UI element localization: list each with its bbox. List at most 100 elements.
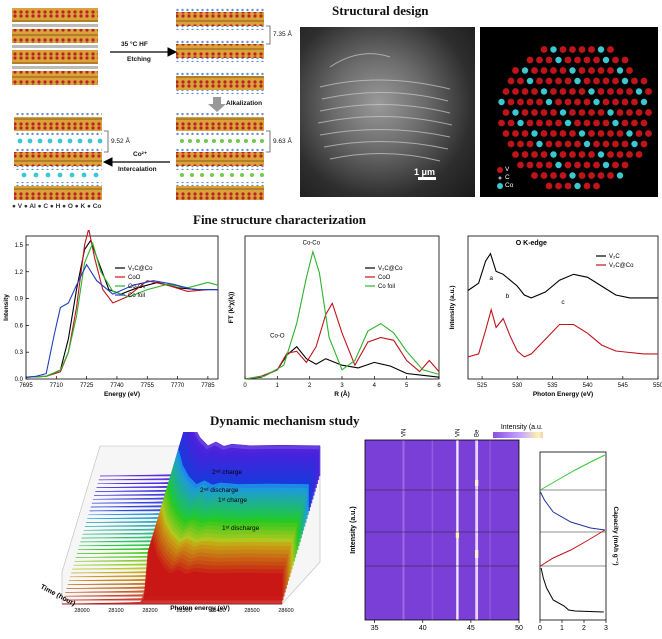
x-tick-label: 7770 [171, 383, 185, 389]
v-atom [564, 98, 572, 106]
heatmap-hotspot-2 [475, 480, 479, 486]
v-atom [555, 77, 562, 85]
x-tick-label: 7710 [50, 383, 64, 389]
annot-1st-discharge: 1ˢᵗ discharge [222, 525, 260, 532]
v-atom [507, 140, 515, 148]
co-atom [555, 56, 562, 64]
okedge-chart: 525 530 535 540 545 550 Photon Energy (eV) Inte… [449, 235, 662, 398]
v-atom [536, 119, 543, 127]
legend-label: V₂C@Co [378, 266, 403, 272]
x-tick-label: 28300 [176, 608, 191, 612]
v-atom [612, 161, 619, 169]
peak-c: c [561, 299, 565, 306]
curve-2nd-charge [540, 454, 606, 491]
co-atom [569, 67, 576, 74]
x-tick-label: 525 [477, 383, 488, 389]
v-atom [540, 109, 548, 116]
v-atom [545, 182, 553, 190]
x-tick-label: 530 [512, 383, 523, 389]
y-axis-label: Intensity [3, 294, 10, 321]
plot-frame [467, 235, 659, 380]
legend-label: CoO [128, 275, 141, 281]
x-tick-label: 5 [405, 383, 409, 389]
mxene-schematic [12, 8, 271, 200]
heatmap-bg [365, 440, 519, 620]
annotation-co-co: Co-Co [303, 240, 321, 246]
v-atom [597, 172, 605, 179]
spacing-label-3: 9.52 Å [111, 138, 130, 145]
v-atom [512, 151, 519, 158]
v-atom [597, 88, 605, 95]
co-atom [574, 77, 581, 85]
v-atom [559, 172, 567, 179]
y-axis-label: Intensity (a.u.) [449, 285, 456, 329]
annotation-co-o: Co-O [270, 333, 285, 339]
v-atom [593, 56, 600, 64]
co-atom [550, 46, 557, 53]
v-atom [531, 109, 538, 116]
co-atom [559, 109, 567, 116]
v-atom [521, 151, 529, 158]
co-atom [545, 98, 553, 106]
v-atom [635, 151, 643, 158]
x-tick-label: 535 [547, 383, 558, 389]
v-atom [559, 67, 567, 74]
v-atom [521, 130, 529, 137]
v-atom [540, 130, 548, 137]
v-atom [502, 130, 510, 137]
x-tick-label: 6 [437, 383, 441, 389]
y-tick-label: 0.3 [15, 350, 24, 356]
v-atom [607, 151, 614, 158]
v-atom [621, 140, 629, 148]
v-atom [521, 109, 529, 116]
co-atom [597, 151, 605, 158]
v-atom [540, 151, 548, 158]
v-atom [559, 151, 567, 158]
x-tick-label: 28600 [278, 608, 293, 612]
v-atom [545, 119, 553, 127]
v-atom [540, 46, 548, 53]
v-atom [578, 109, 586, 116]
v-atom [607, 67, 614, 74]
v-atom [583, 77, 591, 85]
etching-label-1: 35 °C HF [121, 41, 148, 48]
alkalization-label: Alkalization [226, 100, 263, 107]
v-atom [588, 109, 595, 116]
series-line-2 [25, 241, 219, 378]
v-atom [517, 77, 524, 85]
v-atom [569, 109, 576, 116]
atom-legend: ● V ● Al ● C ● H ● O ● K ● Co [12, 203, 102, 210]
series-line-1 [244, 301, 440, 380]
potential-profile: 0123Potential (V vs. Na⁺/Na)Capacity (mA… [538, 451, 619, 632]
co-atom [521, 67, 529, 74]
v-atom [578, 88, 586, 95]
series-line-2 [244, 249, 440, 380]
v-atom [502, 88, 510, 95]
v-atom [578, 172, 586, 179]
v-atom [507, 119, 515, 127]
v-atom [512, 67, 519, 74]
y-tick-label: 1.2 [15, 270, 24, 276]
co-atom [621, 77, 629, 85]
v-atom [564, 161, 572, 169]
v-atom [626, 151, 633, 158]
v-atom [564, 140, 572, 148]
v-atom [536, 77, 543, 85]
x-tick-label: 28000 [74, 608, 89, 612]
v-atom [616, 151, 624, 158]
v-atom [588, 46, 595, 53]
x-tick-label: 0 [243, 383, 247, 389]
v-atom [640, 119, 648, 127]
v-atom [640, 77, 648, 85]
v-atom [583, 119, 591, 127]
v-atom [607, 130, 614, 137]
y-axis-label: Capacity (mAh g⁻¹) [612, 506, 619, 565]
colorbar [493, 432, 543, 438]
x-tick-label: 1 [276, 383, 280, 389]
x-tick-label: 28200 [142, 608, 157, 612]
x-tick-label: 4 [373, 383, 377, 389]
colorbar-label: Intensity (a.u.) [501, 424, 543, 431]
co-atom [593, 98, 600, 106]
v-atom [602, 77, 610, 85]
v-atom [616, 109, 624, 116]
